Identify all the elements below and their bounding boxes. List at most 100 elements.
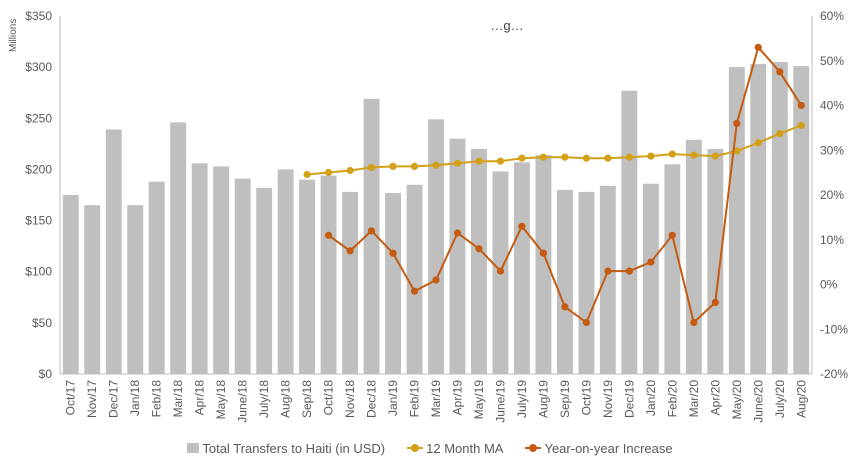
x-tick-label: Dec/17 xyxy=(107,380,121,418)
x-tick-label: Apr/19 xyxy=(451,380,465,416)
x-tick-label: Feb/18 xyxy=(150,380,164,418)
x-tick-label: May/19 xyxy=(472,380,486,420)
ma-point xyxy=(776,130,784,138)
x-tick-label: Jan/18 xyxy=(128,380,142,416)
bar-12 xyxy=(320,175,337,374)
yoy-point xyxy=(453,229,462,237)
y-right-tick-label: 10% xyxy=(820,233,844,247)
y-left-tick-label: $300 xyxy=(25,60,52,74)
ma-point xyxy=(518,154,526,162)
ma-point xyxy=(496,157,505,165)
x-tick-label: Oct/17 xyxy=(64,380,78,416)
ma-point xyxy=(453,159,462,167)
bar-2 xyxy=(105,129,122,374)
legend-item-yoy: Year-on-year Increase xyxy=(525,441,673,456)
x-tick-label: Aug/20 xyxy=(794,380,808,418)
y-left-tick-label: $50 xyxy=(32,316,52,330)
yoy-point xyxy=(539,249,548,257)
bar-28 xyxy=(664,164,681,374)
legend-item-transfers: Total Transfers to Haiti (in USD) xyxy=(187,441,385,456)
bar-10 xyxy=(277,169,294,374)
legend: Total Transfers to Haiti (in USD) 12 Mon… xyxy=(0,438,860,458)
x-tick-label: Dec/18 xyxy=(365,380,379,418)
y-right-tick-label: 30% xyxy=(820,143,844,157)
bar-series xyxy=(62,62,810,375)
legend-item-ma: 12 Month MA xyxy=(407,441,503,456)
yoy-point xyxy=(625,267,634,275)
yoy-point xyxy=(346,247,354,255)
line-series xyxy=(303,43,805,327)
x-tick-label: May/18 xyxy=(214,380,228,420)
y-left-tick-label: $100 xyxy=(25,265,52,279)
ma-point xyxy=(539,153,548,161)
ma-point xyxy=(690,151,698,159)
x-tick-label: Nov/18 xyxy=(343,380,357,418)
bar-15 xyxy=(385,193,401,374)
yoy-point xyxy=(776,68,784,76)
bar-22 xyxy=(535,155,552,374)
yoy-point xyxy=(668,231,676,239)
y-right-tick-label: 40% xyxy=(820,99,844,113)
yoy-point xyxy=(518,222,526,230)
x-tick-label: Mar/20 xyxy=(687,380,701,418)
ma-point xyxy=(561,153,569,161)
bar-19 xyxy=(471,149,487,374)
yoy-point xyxy=(754,43,762,51)
x-tick-label: Oct/19 xyxy=(579,380,593,416)
yoy-point xyxy=(410,287,419,295)
bar-33 xyxy=(771,62,788,374)
ma-point xyxy=(303,170,311,179)
bar-7 xyxy=(213,166,230,374)
y-left-tick-label: $200 xyxy=(25,162,52,176)
bar-23 xyxy=(557,189,573,374)
bar-13 xyxy=(342,191,358,374)
y-right-tick-label: -10% xyxy=(820,322,848,336)
bar-25 xyxy=(599,185,616,374)
bar-5 xyxy=(170,122,187,375)
x-tick-label: Nov/17 xyxy=(85,380,99,418)
ma-point xyxy=(711,152,719,160)
y-axis-unit-label: Millions xyxy=(8,19,19,52)
y-left-tick-label: $150 xyxy=(25,214,52,228)
ma-point xyxy=(410,162,419,170)
legend-swatch-transfers xyxy=(187,443,200,453)
x-tick-label: Aug/18 xyxy=(279,380,293,418)
ma-point xyxy=(797,121,805,129)
x-tick-label: Jan/20 xyxy=(644,380,658,416)
axes: $0 $50 $100 $150 $200 $250 $300 $350 -20% -10% 0% 1… xyxy=(25,9,848,423)
bar-4 xyxy=(148,181,165,374)
x-tick-label: Apr/20 xyxy=(708,380,722,416)
bar-9 xyxy=(256,187,273,374)
x-tick-label: June/18 xyxy=(236,380,250,423)
bar-24 xyxy=(578,191,595,374)
yoy-point xyxy=(797,101,805,110)
ma-point xyxy=(582,154,591,162)
bar-11 xyxy=(299,179,315,374)
yoy-point xyxy=(733,119,741,127)
bar-16 xyxy=(406,184,423,374)
bar-30 xyxy=(707,149,724,374)
y-right-tick-label: 0% xyxy=(820,278,838,292)
ma-point xyxy=(325,168,333,177)
yoy-point xyxy=(325,231,333,239)
x-tick-label: Dec/19 xyxy=(622,380,636,418)
x-tick-label: July/19 xyxy=(515,380,529,418)
y-right-tick-label: 50% xyxy=(820,54,844,68)
bar-1 xyxy=(84,205,101,374)
y-left-tick-label: $250 xyxy=(25,111,52,125)
bar-17 xyxy=(428,119,444,374)
yoy-point xyxy=(496,267,505,275)
chart-title: …g… xyxy=(490,18,523,33)
bar-8 xyxy=(234,178,251,374)
legend-label-ma: 12 Month MA xyxy=(426,440,504,456)
ma-point xyxy=(475,157,483,165)
yoy-point xyxy=(389,249,397,257)
yoy-point xyxy=(647,258,655,266)
ma-point xyxy=(389,162,397,170)
bar-18 xyxy=(449,138,466,374)
x-tick-label: Mar/18 xyxy=(171,380,185,418)
ma-point xyxy=(668,150,676,158)
x-tick-label: Feb/20 xyxy=(665,380,679,418)
yoy-point xyxy=(475,245,483,253)
